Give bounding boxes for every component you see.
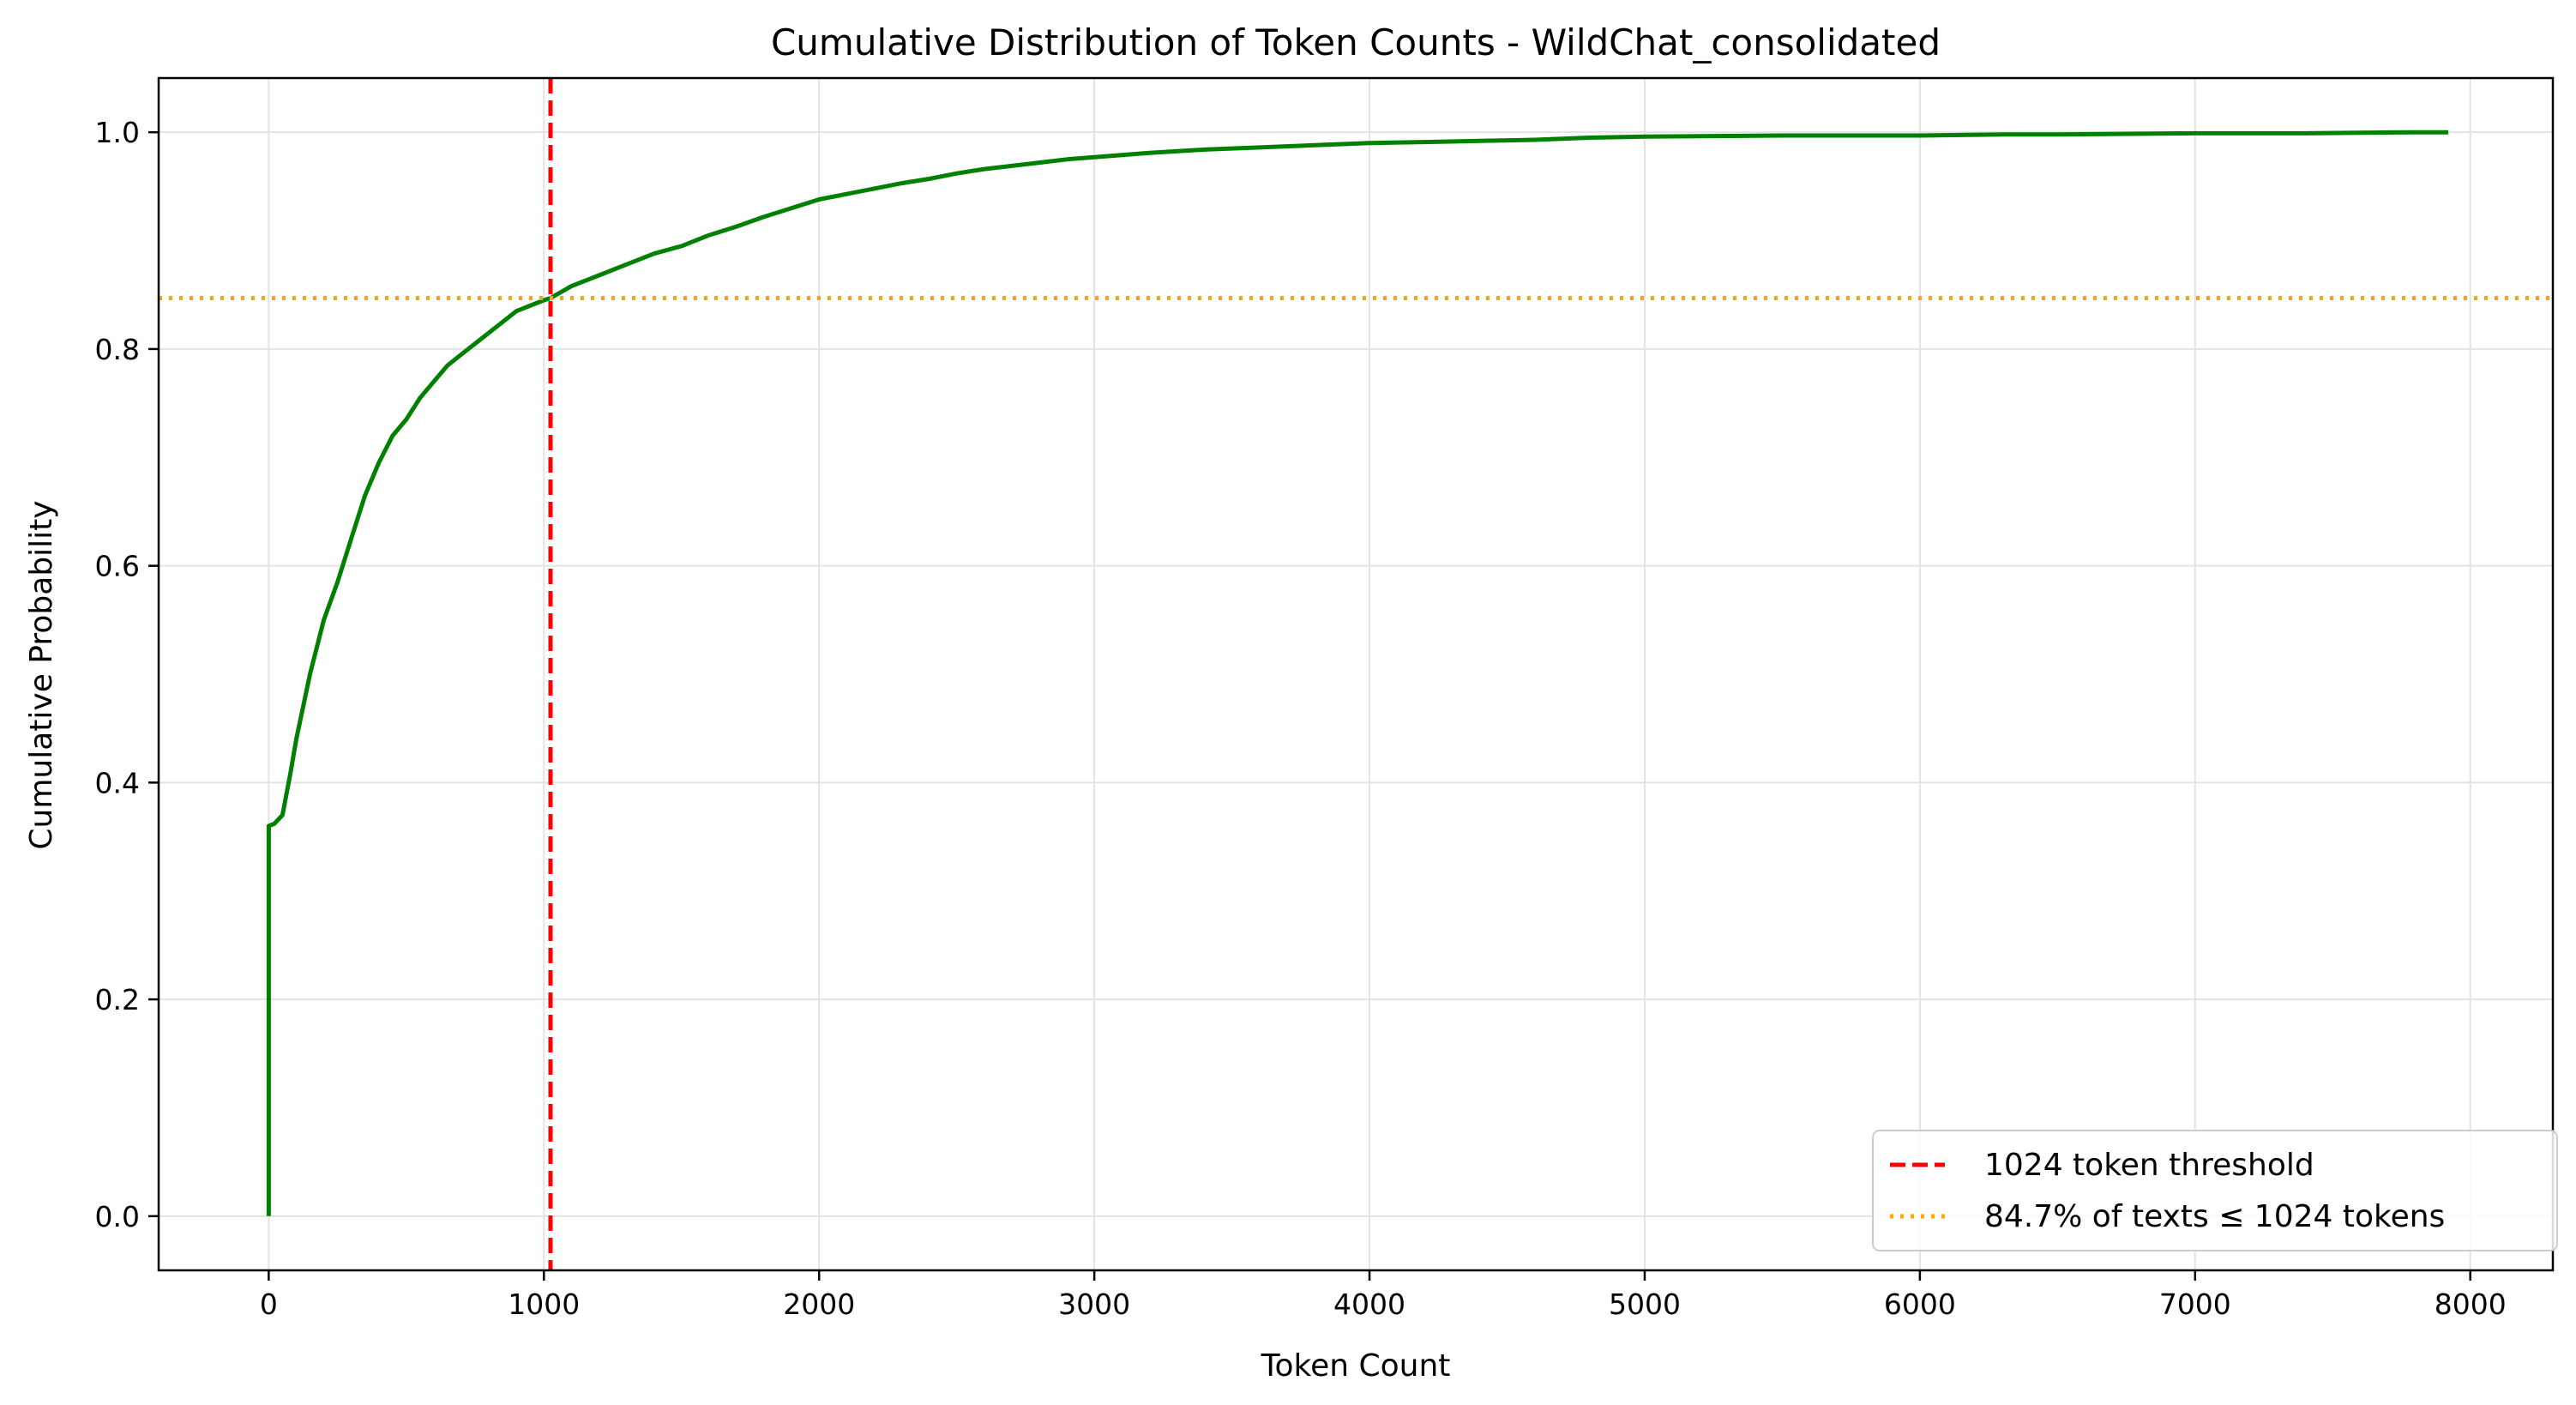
y-tick-label-4: 0.8 <box>95 333 140 366</box>
x-tick-label-4: 4000 <box>1333 1287 1405 1321</box>
y-tick-label-0: 0.0 <box>95 1200 140 1233</box>
x-tick-label-7: 7000 <box>2159 1287 2231 1321</box>
x-tick-label-6: 6000 <box>1884 1287 1956 1321</box>
chart-title: Cumulative Distribution of Token Counts … <box>771 21 1941 63</box>
y-axis-label: Cumulative Probability <box>24 500 59 849</box>
y-axis-ticks: 0.0 0.2 0.4 0.6 0.8 1.0 <box>95 116 159 1233</box>
legend-frame <box>1872 1130 2558 1251</box>
plot-area <box>159 78 2553 1270</box>
legend: 1024 token threshold 84.7% of texts ≤ 10… <box>1872 1130 2558 1251</box>
x-tick-label-5: 5000 <box>1609 1287 1681 1321</box>
axes-frame <box>157 76 2555 1272</box>
x-tick-label-0: 0 <box>260 1287 278 1321</box>
series-line-0 <box>266 130 2449 1216</box>
x-tick-label-1: 1000 <box>508 1287 580 1321</box>
legend-label-threshold: 1024 token threshold <box>1984 1148 2314 1183</box>
y-tick-label-1: 0.2 <box>95 983 140 1016</box>
y-tick-label-5: 1.0 <box>95 116 140 149</box>
x-tick-label-3: 3000 <box>1058 1287 1130 1321</box>
x-tick-label-8: 8000 <box>2435 1287 2507 1321</box>
x-tick-label-2: 2000 <box>783 1287 855 1321</box>
x-axis-label: Token Count <box>1261 1348 1451 1384</box>
x-axis-ticks: 0 1000 2000 3000 4000 5000 6000 7000 8000 <box>260 1270 2507 1321</box>
legend-label-percentage: 84.7% of texts ≤ 1024 tokens <box>1984 1199 2445 1234</box>
axes <box>157 76 2555 1272</box>
y-tick-label-2: 0.4 <box>95 766 140 799</box>
y-tick-label-3: 0.6 <box>95 550 140 583</box>
